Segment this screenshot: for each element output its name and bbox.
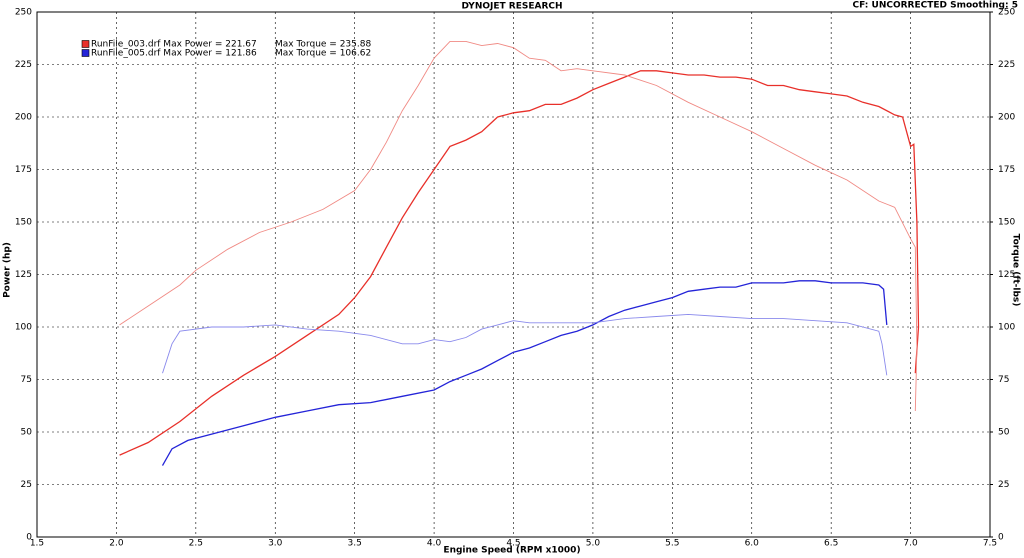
y-tick-label: 150 — [15, 218, 32, 228]
y-tick-label: 100 — [15, 323, 32, 333]
y-tick-label: 0 — [26, 533, 32, 543]
series-line — [119, 70, 920, 456]
x-tick-label: 2.5 — [189, 539, 203, 549]
y2-tick-label: 100 — [998, 323, 1015, 333]
x-tick-label: 4.0 — [427, 539, 442, 549]
x-tick-label: 7.5 — [983, 539, 997, 549]
y2-tick-label: 125 — [998, 270, 1015, 280]
x-tick-label: 2.0 — [109, 539, 124, 549]
y2-tick-label: 150 — [998, 218, 1015, 228]
x-tick-label: 5.5 — [665, 539, 679, 549]
x-tick-label: 6.0 — [745, 539, 760, 549]
chart-title: DYNOJET RESEARCH — [461, 2, 562, 12]
y2-tick-label: 75 — [998, 375, 1009, 385]
legend-label: RunFile_003.drf Max Power = 221.67 — [91, 40, 257, 50]
y2-tick-label: 25 — [998, 480, 1009, 490]
legend-swatch — [81, 40, 90, 48]
x-tick-label: 7.0 — [903, 539, 918, 549]
y2-axis-label: Torque (ft-lbs) — [1011, 234, 1021, 307]
legend-swatch — [81, 49, 90, 57]
x-tick-label: 3.0 — [268, 539, 283, 549]
x-tick-label: 1.5 — [30, 539, 44, 549]
chart-subtitle: CF: UNCORRECTED Smoothing: 5 — [853, 1, 1018, 11]
y2-tick-label: 0 — [998, 533, 1004, 543]
y-axis-label: Power (hp) — [3, 242, 13, 298]
y-tick-label: 175 — [15, 165, 32, 175]
y-tick-label: 200 — [15, 113, 32, 123]
series-line — [162, 313, 888, 376]
x-axis-label: Engine Speed (RPM x1000) — [443, 546, 580, 556]
x-tick-label: 6.5 — [824, 539, 838, 549]
legend-label: Max Torque = 235.88 — [275, 40, 371, 50]
y-tick-label: 125 — [15, 270, 32, 280]
y-tick-label: 50 — [21, 428, 33, 438]
y2-tick-label: 250 — [998, 8, 1015, 18]
y2-tick-label: 50 — [998, 428, 1010, 438]
x-tick-label: 4.5 — [506, 539, 520, 549]
x-tick-label: 5.0 — [586, 539, 601, 549]
series-line — [161, 280, 888, 466]
y-tick-label: 225 — [15, 60, 32, 70]
y2-tick-label: 225 — [998, 60, 1015, 70]
y-tick-label: 250 — [15, 8, 32, 18]
series-line — [119, 40, 918, 412]
legend-label: Max Torque = 106.62 — [275, 49, 371, 59]
legend-label: RunFile_005.drf Max Power = 121.86 — [91, 49, 257, 59]
x-tick-label: 3.5 — [348, 539, 362, 549]
y2-tick-label: 200 — [998, 113, 1015, 123]
y-tick-label: 25 — [21, 480, 32, 490]
y-tick-label: 75 — [21, 375, 32, 385]
y2-tick-label: 175 — [998, 165, 1015, 175]
